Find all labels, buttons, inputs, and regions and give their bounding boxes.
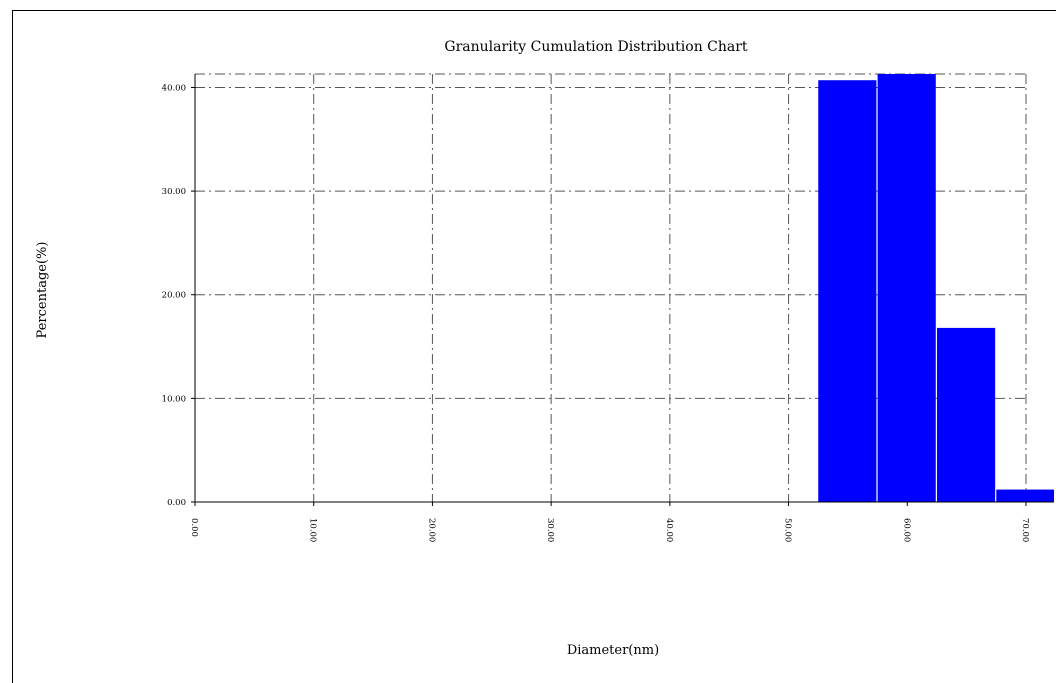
y-tick-label: 40.00 [162,83,186,93]
x-tick-labels: 0.00 10.00 20.00 30.00 40.00 50.00 60.00 70.00 [189,518,1030,542]
x-tick-label: 40.00 [664,518,674,542]
y-tick-label: 10.00 [162,394,186,404]
x-tick-label: 50.00 [783,518,793,542]
x-axis-label: Diameter(nm) [567,643,659,658]
bars [818,74,1054,502]
y-axis-label: Percentage(%) [35,242,50,339]
y-tick-label: 20.00 [162,291,186,301]
y-tick-label: 0.00 [167,498,186,508]
bar [877,74,936,502]
bar [818,80,877,502]
chart-title: Granularity Cumulation Distribution Char… [444,39,748,55]
bar [936,327,996,502]
x-tick-label: 0.00 [189,518,199,537]
x-tick-label: 20.00 [426,518,436,542]
x-tick-label: 70.00 [1020,518,1030,542]
x-tick-label: 60.00 [901,518,911,542]
x-tick-label: 10.00 [308,518,318,542]
y-tick-labels: 0.00 10.00 20.00 30.00 40.00 [162,83,186,508]
bar [996,489,1054,502]
axes [191,74,1054,506]
chart-frame [12,10,1056,683]
y-tick-label: 30.00 [162,187,186,197]
x-tick-label: 30.00 [545,518,555,542]
